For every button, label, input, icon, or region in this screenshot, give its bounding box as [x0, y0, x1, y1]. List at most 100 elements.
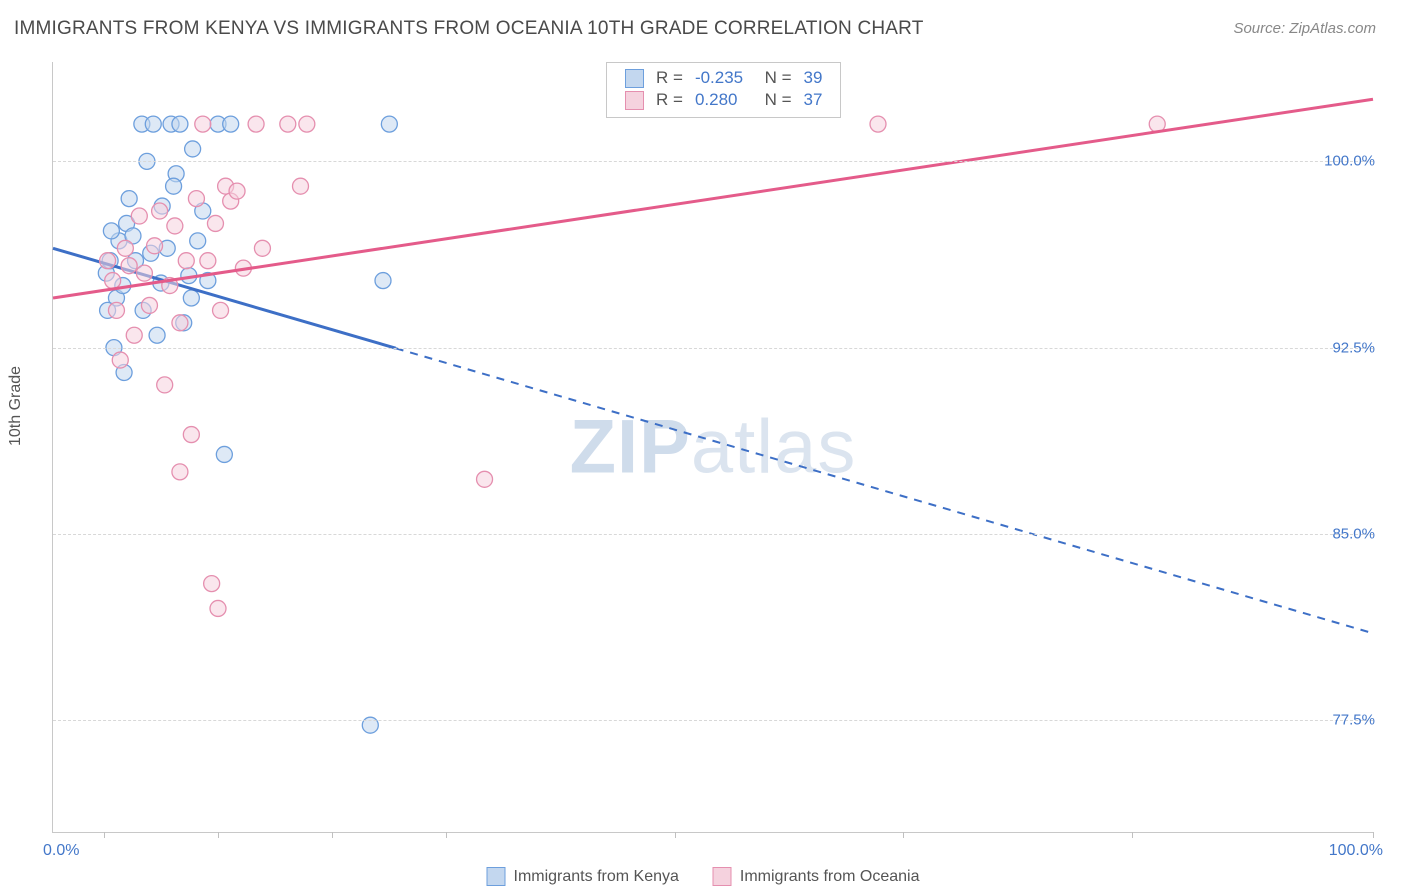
- legend-stats-row: R = -0.235 N = 39: [619, 67, 828, 89]
- scatter-point: [157, 377, 173, 393]
- scatter-point: [108, 302, 124, 318]
- scatter-point: [190, 233, 206, 249]
- legend-swatch-oceania: [625, 91, 644, 110]
- scatter-point: [105, 273, 121, 289]
- y-tick-label: 85.0%: [1332, 525, 1375, 542]
- scatter-point: [183, 427, 199, 443]
- legend-swatch-oceania: [713, 867, 732, 886]
- stat-value-n-kenya: 39: [798, 67, 829, 89]
- scatter-point: [200, 273, 216, 289]
- y-tick-label: 77.5%: [1332, 712, 1375, 729]
- scatter-point: [102, 253, 118, 269]
- scatter-point: [223, 116, 239, 132]
- legend-label-kenya: Immigrants from Kenya: [514, 868, 679, 886]
- x-tick: [104, 832, 105, 838]
- scatter-point: [147, 238, 163, 254]
- scatter-point: [119, 215, 135, 231]
- scatter-point: [112, 352, 128, 368]
- scatter-point: [100, 253, 116, 269]
- x-tick: [675, 832, 676, 838]
- scatter-point: [100, 302, 116, 318]
- scatter-point: [162, 278, 178, 294]
- scatter-point: [195, 116, 211, 132]
- scatter-point: [172, 315, 188, 331]
- scatter-point: [115, 278, 131, 294]
- y-tick-label: 92.5%: [1332, 339, 1375, 356]
- y-tick-label: 100.0%: [1324, 153, 1375, 170]
- scatter-point: [293, 178, 309, 194]
- watermark: ZIPatlas: [570, 404, 857, 491]
- scatter-point: [176, 315, 192, 331]
- plot-area: ZIPatlas R = -0.235 N = 39 R = 0.280 N =…: [52, 62, 1373, 833]
- scatter-point: [98, 265, 114, 281]
- scatter-point: [152, 203, 168, 219]
- scatter-point: [375, 273, 391, 289]
- x-tick: [1132, 832, 1133, 838]
- y-axis-title: 10th Grade: [7, 366, 25, 446]
- x-tick: [332, 832, 333, 838]
- scatter-point: [141, 297, 157, 313]
- trend-line-solid: [53, 99, 1373, 298]
- scatter-point: [204, 576, 220, 592]
- scatter-point: [126, 327, 142, 343]
- chart-svg: [53, 62, 1373, 832]
- scatter-point: [134, 116, 150, 132]
- scatter-point: [210, 600, 226, 616]
- scatter-point: [128, 253, 144, 269]
- scatter-point: [254, 240, 270, 256]
- scatter-point: [181, 268, 197, 284]
- scatter-point: [195, 203, 211, 219]
- scatter-point: [299, 116, 315, 132]
- legend-stats-row: R = 0.280 N = 37: [619, 89, 828, 111]
- stat-label-r: R =: [650, 89, 689, 111]
- stat-value-r-oceania: 0.280: [689, 89, 749, 111]
- scatter-point: [235, 260, 251, 276]
- gridline: [53, 720, 1373, 721]
- scatter-point: [154, 198, 170, 214]
- stat-label-n: N =: [749, 67, 797, 89]
- scatter-point: [207, 215, 223, 231]
- watermark-rest: atlas: [691, 405, 857, 490]
- scatter-point: [185, 141, 201, 157]
- stat-label-n: N =: [749, 89, 797, 111]
- x-axis-label-max: 100.0%: [1329, 842, 1383, 860]
- scatter-point: [183, 290, 199, 306]
- scatter-point: [229, 183, 245, 199]
- chart-container: IMMIGRANTS FROM KENYA VS IMMIGRANTS FROM…: [0, 0, 1406, 892]
- scatter-point: [280, 116, 296, 132]
- legend-stats-box: R = -0.235 N = 39 R = 0.280 N = 37: [606, 62, 841, 118]
- legend-stats-table: R = -0.235 N = 39 R = 0.280 N = 37: [619, 67, 828, 111]
- scatter-point: [159, 240, 175, 256]
- x-tick: [903, 832, 904, 838]
- scatter-point: [135, 302, 151, 318]
- gridline: [53, 534, 1373, 535]
- scatter-point: [200, 253, 216, 269]
- legend-swatch-kenya: [487, 867, 506, 886]
- scatter-point: [108, 290, 124, 306]
- scatter-point: [167, 218, 183, 234]
- scatter-point: [111, 233, 127, 249]
- scatter-point: [166, 178, 182, 194]
- scatter-point: [1149, 116, 1165, 132]
- x-axis-label-min: 0.0%: [43, 842, 79, 860]
- gridline: [53, 161, 1373, 162]
- scatter-point: [121, 258, 137, 274]
- scatter-point: [153, 275, 169, 291]
- scatter-point: [210, 116, 226, 132]
- scatter-point: [218, 178, 234, 194]
- x-tick: [218, 832, 219, 838]
- scatter-point: [116, 364, 132, 380]
- scatter-point: [188, 191, 204, 207]
- scatter-point: [143, 245, 159, 261]
- source-label: Source: ZipAtlas.com: [1233, 20, 1376, 37]
- scatter-point: [178, 253, 194, 269]
- scatter-point: [131, 208, 147, 224]
- scatter-point: [163, 116, 179, 132]
- scatter-point: [248, 116, 264, 132]
- legend-swatch-kenya: [625, 69, 644, 88]
- scatter-point: [136, 265, 152, 281]
- scatter-point: [149, 327, 165, 343]
- stat-value-n-oceania: 37: [798, 89, 829, 111]
- x-tick: [1373, 832, 1374, 838]
- scatter-point: [117, 240, 133, 256]
